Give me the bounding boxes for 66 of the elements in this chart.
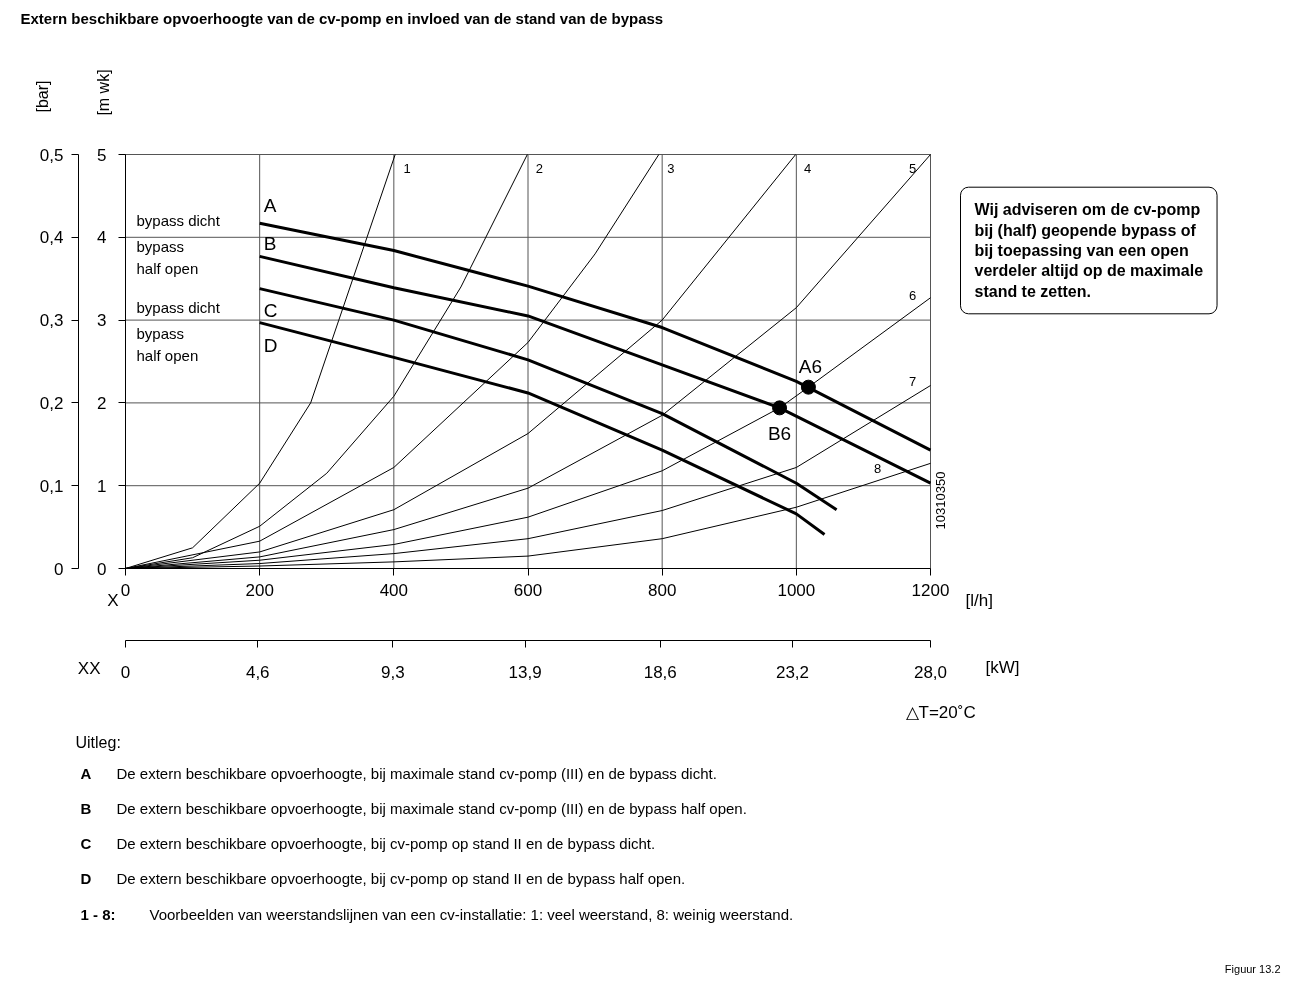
- text: Uitleg:: [75, 734, 121, 751]
- y2-tick-label: 0,5: [39, 145, 64, 165]
- series-label: 4: [804, 161, 812, 176]
- series-label: A: [263, 194, 277, 216]
- text: De extern beschikbare opvoerhoogte, bij cv-pomp op stand II en de bypass half open.: [116, 870, 686, 887]
- y2-tick-label: 0,2: [39, 393, 64, 413]
- text: De extern beschikbare opvoerhoogte, bij maximale stand cv-pomp (III) en de bypass dicht.: [116, 765, 717, 782]
- x2-tick-label: 13,9: [508, 662, 542, 682]
- y-tick-label: 3: [97, 311, 107, 331]
- x-tick-label: 200: [245, 580, 274, 600]
- y-axis-title: [m wk]: [95, 69, 112, 116]
- y2-tick-label: 0,3: [39, 311, 64, 331]
- x-tick-label: 800: [647, 580, 677, 600]
- y-tick-label: 5: [97, 145, 107, 165]
- series-label: 1: [403, 161, 411, 176]
- y-tick-label: 2: [97, 393, 107, 413]
- x2-axis-title: [kW]: [985, 658, 1020, 677]
- text: Voorbeelden van weerstandslijnen van een cv-installatie: 1: veel weerstand, 8: weinig weerstand.: [149, 906, 794, 923]
- x2-tick-label: 23,2: [775, 662, 810, 682]
- text: Wij adviseren om de cv-pomp bij (half) geopende bypass of bij toepassing van een open verdeler altijd op de maximale stand te zetten.: [974, 201, 1204, 300]
- series-label: B: [263, 232, 277, 254]
- y2-axis-title: [bar]: [34, 80, 51, 113]
- series-label: D: [263, 335, 278, 357]
- y2-tick-label: 0: [54, 559, 64, 579]
- x-tick-label: 600: [513, 580, 543, 600]
- series-label: 5: [908, 161, 917, 176]
- series-label: B6: [767, 423, 792, 445]
- x-tick-label: 1000: [777, 580, 816, 600]
- text: A: [80, 765, 92, 782]
- series-label: 8: [873, 460, 882, 476]
- series-label: 2: [535, 161, 543, 176]
- y-tick-label: 4: [97, 228, 107, 248]
- series-label: 3: [667, 161, 675, 176]
- text: C: [80, 835, 92, 852]
- series-label: 6: [908, 288, 917, 304]
- x2-tick-label: 18,6: [643, 662, 677, 682]
- annotation: bypass dicht: [136, 212, 221, 229]
- chart-title: Extern beschikbare opvoerhoogte van de cv-pomp en invloed van de stand van de bypass: [20, 10, 664, 27]
- y2-tick-label: 0,4: [39, 228, 64, 248]
- annotation: bypass half open: [136, 325, 199, 364]
- text: De extern beschikbare opvoerhoogte, bij cv-pomp op stand II en de bypass dicht.: [116, 835, 656, 852]
- y-tick-label: 0: [97, 559, 107, 579]
- annotation: bypass dicht: [136, 299, 221, 316]
- x2-tick-label: 9,3: [381, 662, 405, 682]
- text: Figuur 13.2: [1224, 962, 1281, 975]
- text: XX: [77, 659, 101, 678]
- x-tick-label: 0: [120, 580, 131, 600]
- series-label: C: [263, 300, 278, 322]
- y-tick-label: 1: [97, 476, 107, 496]
- x2-tick-label: 28,0: [913, 662, 948, 682]
- text: 1 - 8:: [80, 906, 116, 923]
- x2-tick-label: 4,6: [245, 662, 270, 682]
- text: △T=20˚C: [905, 703, 976, 722]
- text: D: [80, 870, 92, 887]
- series-label: A6: [798, 355, 823, 377]
- text: X: [107, 591, 119, 610]
- text: 10310350: [933, 471, 948, 530]
- y2-tick-label: 0,1: [39, 476, 64, 496]
- text: De extern beschikbare opvoerhoogte, bij maximale stand cv-pomp (III) en de bypass half open.: [116, 800, 747, 817]
- series-label: 7: [908, 374, 917, 390]
- x-tick-label: 1200: [911, 580, 950, 600]
- x2-tick-label: 0: [120, 662, 131, 682]
- text: B: [80, 800, 92, 817]
- x-tick-label: 400: [379, 580, 409, 600]
- x-axis-title: [l/h]: [965, 591, 993, 610]
- annotation: bypass half open: [136, 238, 199, 277]
